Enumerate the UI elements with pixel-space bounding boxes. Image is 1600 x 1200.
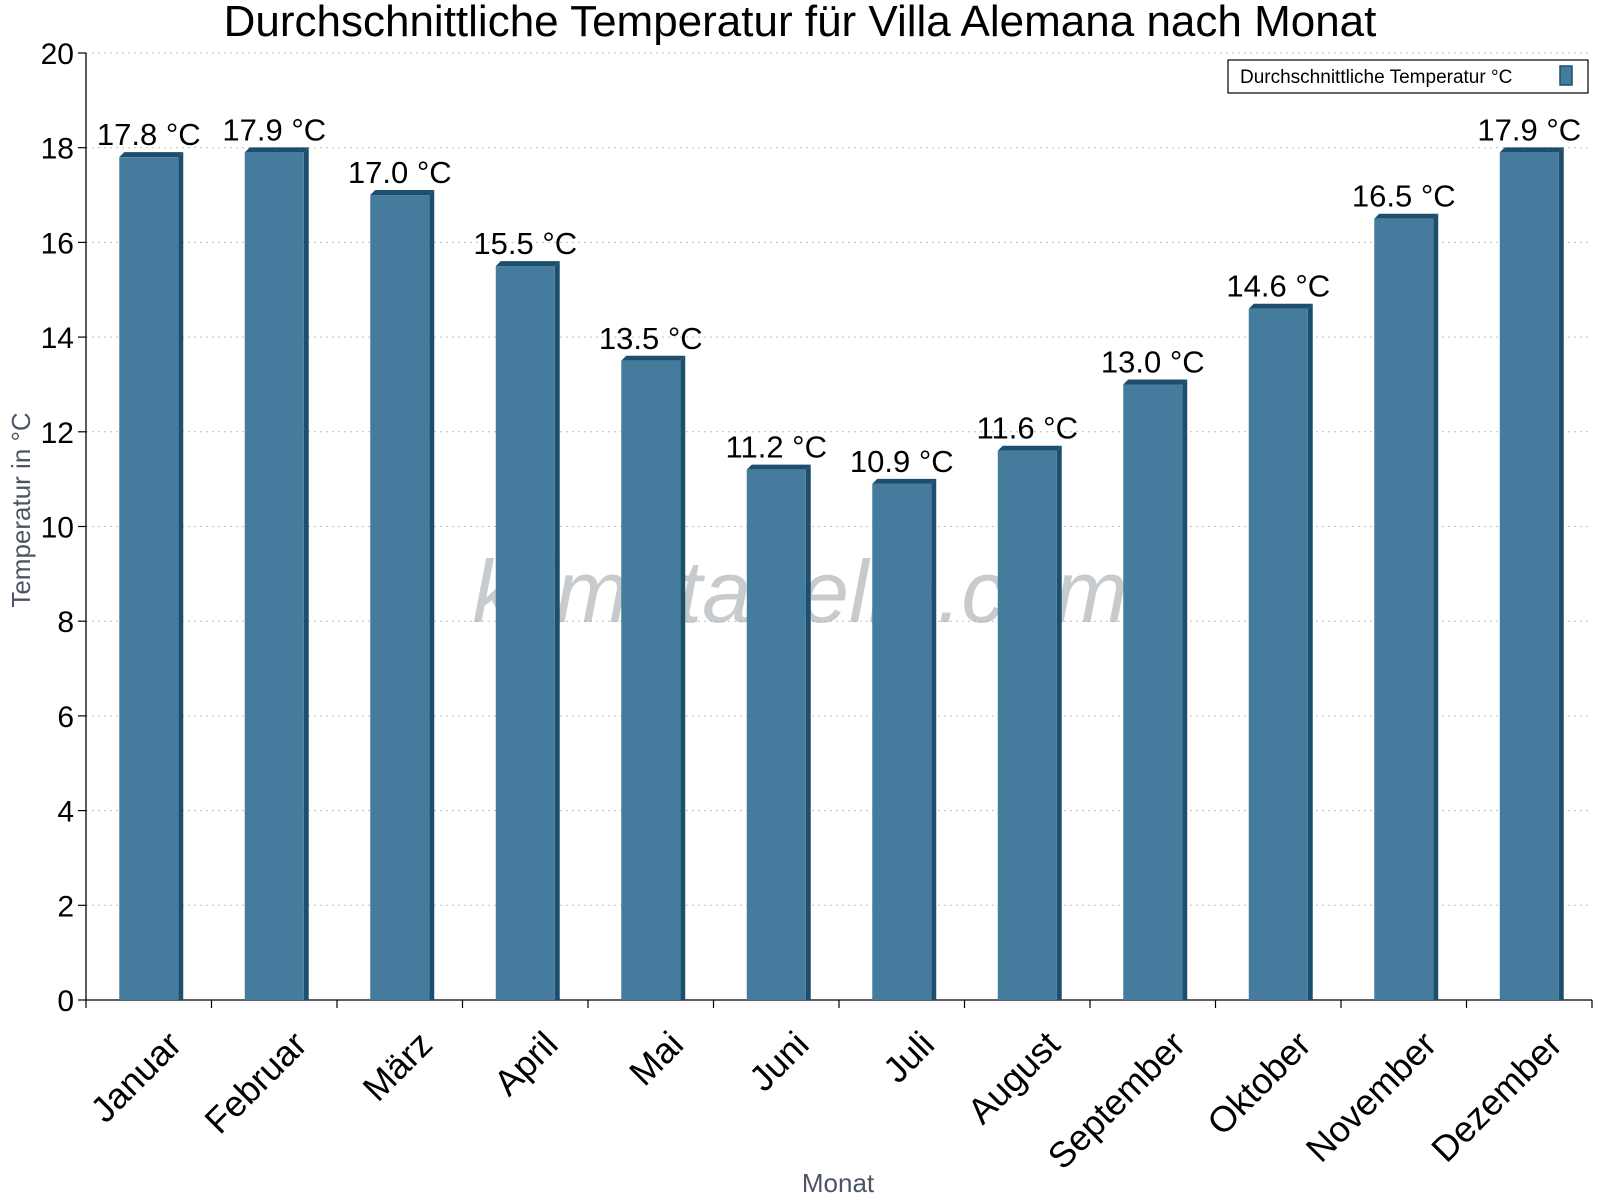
bar-side (1056, 445, 1062, 1000)
bar-top (1374, 213, 1439, 219)
y-tick-label: 16 (41, 227, 74, 260)
x-tick-label: Januar (82, 1023, 189, 1130)
bar-top (997, 445, 1062, 451)
y-tick-label: 18 (41, 133, 74, 166)
bar-top (746, 464, 811, 470)
bar-side (429, 190, 435, 1001)
bar-side (303, 147, 309, 1000)
bar (997, 450, 1057, 1000)
data-label: 17.9 °C (1477, 112, 1581, 147)
x-tick-label: September (1040, 1023, 1194, 1177)
bar (1123, 384, 1183, 1000)
data-label: 17.0 °C (348, 155, 452, 190)
x-tick-label: Juli (875, 1023, 942, 1090)
data-labels: 17.8 °C 17.9 °C 17.0 °C 15.5 °C 13.5 °C 11.2 … (97, 112, 1581, 478)
y-tick-label: 4 (57, 796, 74, 829)
bar-side (178, 152, 184, 1001)
data-label: 17.9 °C (222, 112, 326, 147)
y-tick-label: 20 (41, 38, 74, 71)
y-tick-label: 12 (41, 417, 74, 450)
bar-top (1123, 379, 1188, 385)
legend: Durchschnittliche Temperatur °C (1227, 59, 1589, 94)
bar (244, 152, 304, 1000)
bar (370, 195, 430, 1001)
y-tick-label: 8 (57, 606, 74, 639)
bar (621, 360, 681, 1000)
legend-label: Durchschnittliche Temperatur °C (1240, 67, 1512, 88)
bar-top (1248, 303, 1313, 309)
y-tick-label: 6 (57, 701, 74, 734)
bar-top (119, 152, 184, 158)
bar (1248, 308, 1308, 1000)
data-label: 11.6 °C (977, 411, 1078, 446)
x-tick-label: Dezember (1423, 1023, 1569, 1169)
bar (1499, 152, 1559, 1000)
data-label: 17.8 °C (97, 117, 201, 152)
bar-top (370, 190, 435, 196)
data-label: 14.6 °C (1226, 269, 1330, 304)
data-label: 16.5 °C (1352, 179, 1456, 214)
data-label: 10.9 °C (850, 444, 954, 479)
bar (746, 469, 806, 1000)
x-tick-label: Februar (196, 1023, 314, 1141)
bar (872, 483, 932, 1000)
x-tick-label: Oktober (1199, 1023, 1319, 1143)
bar-top (621, 355, 686, 361)
x-tick-label: November (1298, 1023, 1444, 1169)
bar-side (1433, 213, 1439, 1001)
bar-top (872, 478, 937, 484)
grid-lines (86, 52, 1592, 906)
y-tick-label: 2 (57, 890, 74, 923)
x-tick-label: März (355, 1023, 441, 1109)
chart-title: Durchschnittliche Temperatur für Villa A… (224, 0, 1377, 46)
data-label: 13.5 °C (599, 321, 703, 356)
bar-side (805, 464, 811, 1000)
bars (119, 147, 1564, 1001)
data-label: 11.2 °C (726, 430, 827, 465)
bar-side (1182, 379, 1188, 1000)
x-tick-label: August (959, 1023, 1067, 1131)
y-axis-title: Temperatur in °C (6, 412, 36, 607)
y-tick-label: 14 (41, 322, 74, 355)
x-axis-title: Monat (802, 1168, 875, 1198)
bar-top (495, 261, 560, 267)
bar (1374, 218, 1434, 1001)
x-tick-label: Mai (621, 1023, 691, 1093)
bar-top (244, 147, 309, 153)
x-tick-label: April (486, 1023, 566, 1103)
bar (495, 266, 555, 1000)
bar-side (1307, 303, 1313, 1000)
bar-side (680, 355, 686, 1000)
legend-box (1227, 59, 1589, 94)
data-label: 15.5 °C (473, 226, 577, 261)
data-label: 13.0 °C (1101, 344, 1205, 379)
legend-swatch (1559, 65, 1573, 86)
bar (119, 157, 179, 1001)
bar-side (1558, 147, 1564, 1000)
bar-top (1499, 147, 1564, 153)
x-tick-label: Juni (741, 1023, 817, 1099)
bar-side (554, 261, 560, 1000)
y-tick-label: 10 (41, 512, 74, 545)
y-tick-label: 0 (57, 985, 74, 1018)
bar-side (931, 478, 937, 1000)
